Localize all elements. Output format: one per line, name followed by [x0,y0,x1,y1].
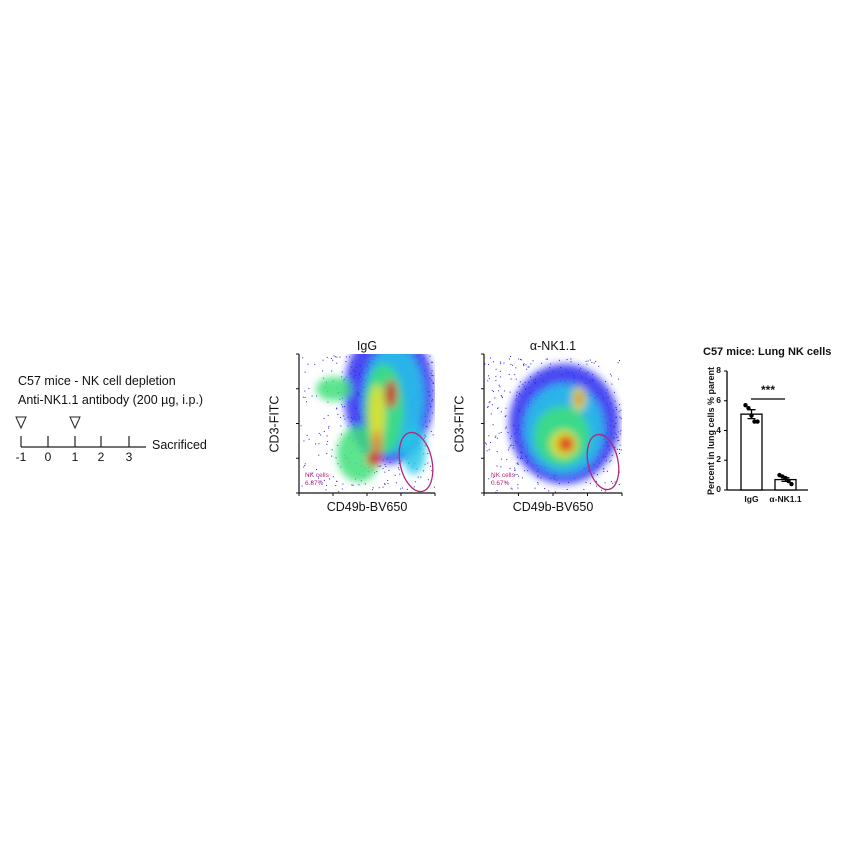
bar-y-tick-label: 2 [716,454,721,465]
bar-category-label: α-NK1.1 [769,494,802,504]
data-point [786,478,791,484]
timeline-end-label: Sacrificed [152,438,207,452]
density-blobs [509,364,619,484]
timeline-day-label: 2 [97,450,105,464]
gate-label-nk11: NK cells 0.67% [491,472,515,487]
timeline-day-label: 3 [125,450,133,464]
flow-xlabel-nk11: CD49b-BV650 [512,500,594,514]
nk-cell-gate [586,433,620,491]
timeline-day-label: -1 [15,450,27,464]
timeline-subtitle: Anti-NK1.1 antibody (200 µg, i.p.) [18,393,204,407]
data-point [755,419,760,424]
data-point [746,405,751,411]
bar-y-tick-label: 8 [716,365,721,375]
bar-category-label: IgG [744,494,759,504]
density-plot [484,355,622,493]
data-point [749,413,754,418]
data-point [783,475,788,481]
density-plot [300,354,435,493]
bar-chart-title: C57 mice: Lung NK cells [703,346,832,358]
bar-y-tick-label: 6 [716,394,721,405]
gate-label-igg: NK cells 6.87% [305,472,329,487]
nk-cell-gate [398,431,434,493]
timeline-day-label: 1 [71,450,79,464]
timeline-day-label: 0 [44,450,52,464]
data-point [789,481,794,487]
significance-stars: *** [760,383,775,397]
bar-y-tick-label: 0 [716,484,721,494]
flow-title-igg: IgG [356,339,378,353]
density-blobs [316,354,434,482]
flow-xlabel-igg: CD49b-BV650 [326,500,408,514]
injection-triangle-icon [15,416,27,430]
bar [740,413,763,491]
data-point [743,403,748,408]
injection-triangle-icon [69,416,81,430]
bar-y-tick-label: 4 [716,424,721,435]
flow-title-nk11: α-NK1.1 [529,339,577,353]
timeline-title: C57 mice - NK cell depletion [18,374,176,388]
